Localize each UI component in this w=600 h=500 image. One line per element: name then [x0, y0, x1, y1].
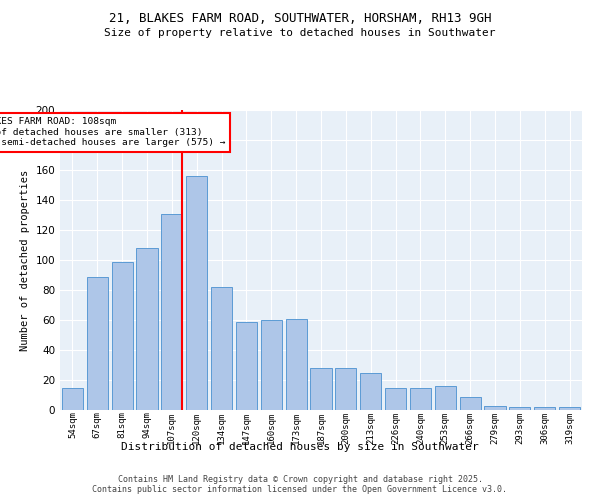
Bar [112, 262, 133, 410]
Bar [509, 407, 530, 410]
Bar [410, 388, 431, 410]
Bar [385, 388, 406, 410]
Bar [335, 368, 356, 410]
Bar [87, 276, 108, 410]
Bar [435, 386, 456, 410]
Text: Contains HM Land Registry data © Crown copyright and database right 2025.
Contai: Contains HM Land Registry data © Crown c… [92, 475, 508, 494]
Bar [62, 388, 83, 410]
Bar [211, 287, 232, 410]
Bar [286, 318, 307, 410]
Text: 21, BLAKES FARM ROAD, SOUTHWATER, HORSHAM, RH13 9GH: 21, BLAKES FARM ROAD, SOUTHWATER, HORSHA… [109, 12, 491, 26]
Y-axis label: Number of detached properties: Number of detached properties [20, 170, 30, 350]
Bar [161, 214, 182, 410]
Bar [484, 406, 506, 410]
Text: Distribution of detached houses by size in Southwater: Distribution of detached houses by size … [121, 442, 479, 452]
Bar [460, 396, 481, 410]
Bar [310, 368, 332, 410]
Bar [136, 248, 158, 410]
Bar [559, 407, 580, 410]
Text: 21 BLAKES FARM ROAD: 108sqm
← 35% of detached houses are smaller (313)
64% of se: 21 BLAKES FARM ROAD: 108sqm ← 35% of det… [0, 118, 225, 148]
Text: Size of property relative to detached houses in Southwater: Size of property relative to detached ho… [104, 28, 496, 38]
Bar [360, 372, 381, 410]
Bar [261, 320, 282, 410]
Bar [236, 322, 257, 410]
Bar [186, 176, 207, 410]
Bar [534, 407, 555, 410]
